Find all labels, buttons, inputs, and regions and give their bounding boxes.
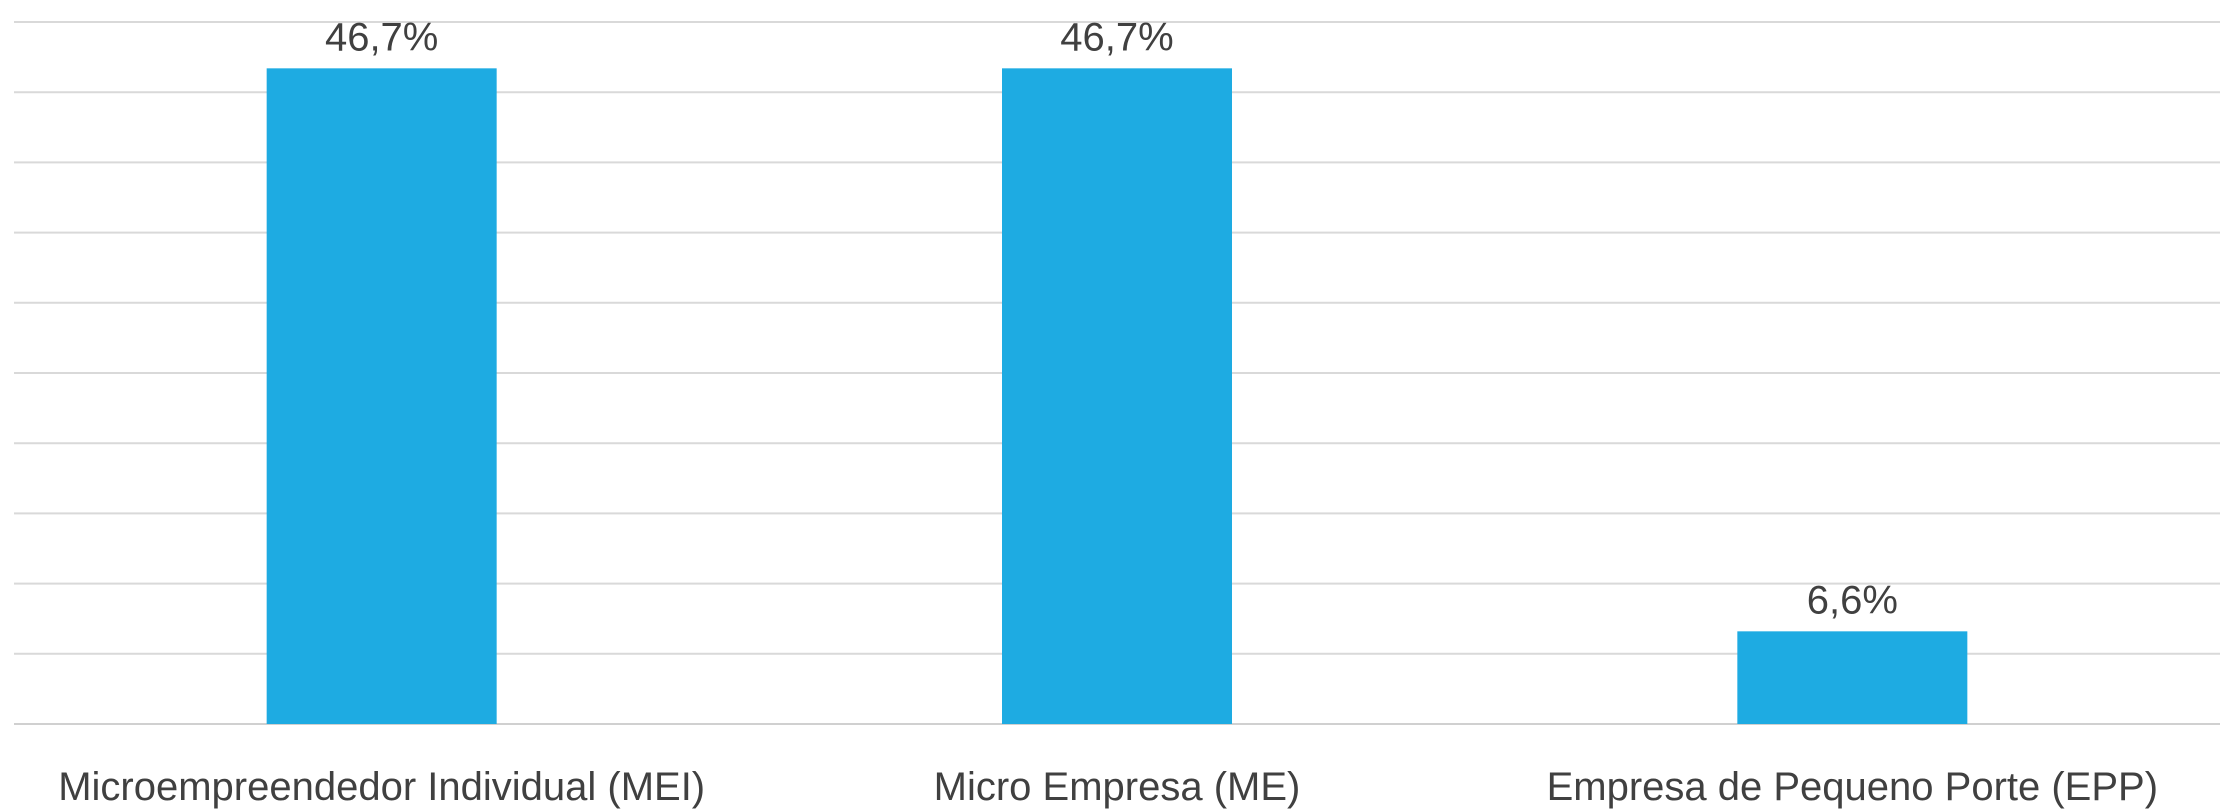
bar	[1737, 631, 1968, 724]
data-labels: 46,7% 46,7% 6,6%	[325, 15, 1898, 622]
category-labels: Microempreendedor Individual (MEI) Micro …	[58, 765, 2158, 809]
data-label: 46,7%	[1060, 15, 1173, 59]
category-label: Microempreendedor Individual (MEI)	[58, 765, 705, 809]
bar	[266, 68, 497, 724]
category-label: Micro Empresa (ME)	[934, 765, 1301, 809]
category-label: Empresa de Pequeno Porte (EPP)	[1547, 765, 2158, 809]
bars	[266, 68, 1968, 724]
data-label: 6,6%	[1807, 578, 1898, 622]
bar	[1002, 68, 1232, 724]
data-label: 46,7%	[325, 15, 438, 59]
